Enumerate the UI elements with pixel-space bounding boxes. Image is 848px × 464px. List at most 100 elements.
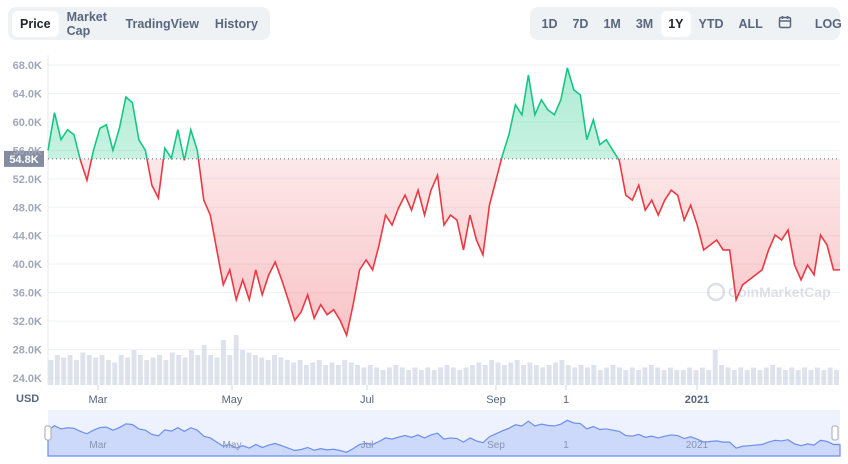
- y-tick-label: 48.0K: [13, 202, 42, 214]
- volume-bar: [169, 352, 175, 385]
- volume-bar: [80, 352, 86, 385]
- range-3m[interactable]: 3M: [635, 16, 654, 31]
- volume-bar: [99, 355, 105, 385]
- volume-bar: [387, 367, 392, 385]
- area-above-baseline: [48, 67, 619, 159]
- y-tick-label: 28.0K: [13, 345, 42, 357]
- volume-bar: [783, 370, 788, 385]
- price-line-up: [47, 67, 620, 159]
- volume-bar: [661, 370, 667, 385]
- watermark: CoinMarketCap: [706, 282, 831, 302]
- volume-bar: [591, 365, 597, 385]
- navigator-right-handle[interactable]: [831, 425, 839, 441]
- volume-bar: [195, 355, 201, 385]
- volume-bar: [380, 370, 386, 385]
- volume-bar: [540, 367, 546, 385]
- x-tick-label: May: [222, 394, 243, 406]
- tab-history[interactable]: History: [214, 16, 258, 31]
- range-1y[interactable]: 1Y: [660, 10, 692, 37]
- volume-bar: [431, 370, 437, 385]
- volume-bar: [795, 370, 801, 385]
- navigator-series: [47, 419, 841, 457]
- volume-bar: [86, 355, 92, 385]
- volume-bar: [629, 367, 635, 385]
- tab-price[interactable]: Price: [12, 10, 59, 37]
- volume-bar: [61, 357, 67, 385]
- volume-bar: [361, 367, 367, 385]
- volume-bar: [482, 365, 488, 385]
- y-tick-label: 32.0K: [13, 316, 42, 328]
- range-all[interactable]: ALL: [738, 16, 763, 31]
- y-tick-label: 64.0K: [13, 88, 42, 100]
- volume-bar: [393, 365, 399, 385]
- volume-bar: [406, 370, 412, 385]
- volume-bar: [546, 365, 552, 385]
- volume-bar: [291, 362, 297, 385]
- volume-bar: [67, 355, 73, 385]
- volume-bar: [137, 355, 143, 385]
- range-7d[interactable]: 7D: [572, 16, 589, 31]
- volume-bar: [335, 365, 341, 385]
- volume-bar: [470, 365, 475, 385]
- volume-bar: [54, 355, 60, 385]
- range-ytd[interactable]: YTD: [698, 16, 724, 31]
- volume-bar: [329, 362, 335, 385]
- svg-text:CoinMarketCap: CoinMarketCap: [728, 284, 831, 300]
- log-toggle[interactable]: LOG: [814, 16, 842, 31]
- volume-bar: [310, 362, 316, 385]
- y-tick-label: 56.0K: [13, 145, 42, 157]
- range-selector: 1D 7D 1M 3M 1Y YTD ALL LOG: [530, 7, 842, 40]
- volume-bar: [131, 350, 137, 385]
- volume-bar: [150, 357, 156, 385]
- volume-bar: [585, 367, 590, 385]
- x-tick-label: Mar: [89, 394, 108, 406]
- volume-bar: [342, 360, 348, 385]
- volume-bar: [316, 360, 322, 385]
- price-line-down: [79, 158, 840, 338]
- volume-bar: [744, 370, 750, 385]
- navigator[interactable]: Mar May Jul Sep 1 2021: [44, 410, 841, 457]
- volume-bar: [501, 365, 507, 385]
- navigator-tick-label: 1: [563, 440, 569, 451]
- volume-bar: [648, 365, 654, 385]
- volume-bar: [693, 370, 699, 385]
- volume-bar: [802, 367, 808, 385]
- tab-tradingview[interactable]: TradingView: [125, 16, 199, 31]
- volume-bar: [189, 350, 194, 385]
- volume-bar: [508, 362, 514, 385]
- volume-bar: [240, 350, 245, 385]
- volume-bar: [521, 365, 527, 385]
- navigator-tick-label: Mar: [89, 440, 107, 451]
- baseline-label: 54.8K: [9, 154, 38, 166]
- volume-bar: [495, 362, 501, 385]
- navigator-left-handle[interactable]: [44, 425, 52, 441]
- volume-bar: [444, 365, 450, 385]
- tab-market-cap[interactable]: Market Cap: [66, 9, 107, 38]
- navigator-background: [48, 410, 840, 456]
- volume-bar: [412, 367, 418, 385]
- volume-bar: [814, 367, 820, 385]
- volume-bar: [604, 367, 610, 385]
- volume-bar: [176, 355, 182, 385]
- calendar-icon[interactable]: [770, 9, 799, 38]
- volume-bar: [808, 370, 814, 385]
- volume-bar: [699, 367, 705, 385]
- volume-bar: [367, 365, 373, 385]
- volume-bar: [105, 360, 111, 385]
- volume-bar: [674, 370, 680, 385]
- y-tick-label: 44.0K: [13, 231, 42, 243]
- volume-bar: [48, 360, 54, 385]
- volume-bar: [144, 360, 150, 385]
- volume-bar: [214, 357, 220, 385]
- volume-bar: [182, 357, 188, 385]
- range-1d[interactable]: 1D: [541, 16, 558, 31]
- volume-bar: [712, 350, 718, 385]
- range-1m[interactable]: 1M: [603, 16, 621, 31]
- volume-bar: [655, 367, 661, 385]
- volume-bar: [399, 367, 405, 385]
- volume-bar: [597, 370, 603, 385]
- volume-bar: [789, 367, 795, 385]
- y-tick-label: 60.0K: [13, 117, 42, 129]
- volume-bar: [578, 365, 584, 385]
